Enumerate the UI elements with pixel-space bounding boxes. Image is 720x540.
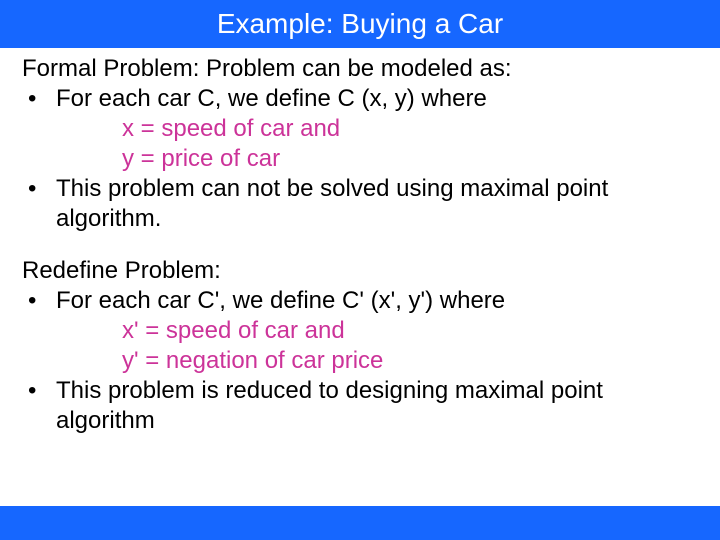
section1-heading-prefix: Formal Problem:: [22, 55, 199, 82]
footer-bar: [0, 506, 720, 540]
bullet-marker: •: [22, 376, 56, 436]
section1-heading-rest: Problem can be modeled as:: [199, 55, 511, 82]
slide-body: Formal Problem: Problem can be modeled a…: [0, 48, 720, 436]
section1-bullet2-text: This problem can not be solved using max…: [56, 174, 698, 234]
bullet-marker: •: [22, 174, 56, 234]
section2-heading: Redefine Problem:: [22, 256, 698, 286]
section1-line-y: y = price of car: [22, 144, 698, 174]
section1-bullet2: • This problem can not be solved using m…: [22, 174, 698, 234]
section1-bullet1: • For each car C, we define C (x, y) whe…: [22, 84, 698, 114]
section2-bullet2: • This problem is reduced to designing m…: [22, 376, 698, 436]
section2-bullet1-text: For each car C', we define C' (x', y') w…: [56, 286, 698, 316]
section1-bullet1-text: For each car C, we define C (x, y) where: [56, 84, 698, 114]
section2-line-x: x' = speed of car and: [22, 316, 698, 346]
section1-heading: Formal Problem: Problem can be modeled a…: [22, 54, 698, 84]
section-gap: [22, 234, 698, 256]
slide-title: Example: Buying a Car: [217, 8, 503, 40]
section2-bullet1: • For each car C', we define C' (x', y')…: [22, 286, 698, 316]
bullet-marker: •: [22, 84, 56, 114]
section2-line-y: y' = negation of car price: [22, 346, 698, 376]
bullet-marker: •: [22, 286, 56, 316]
section1-line-x: x = speed of car and: [22, 114, 698, 144]
section2-bullet2-text: This problem is reduced to designing max…: [56, 376, 698, 436]
title-bar: Example: Buying a Car: [0, 0, 720, 48]
